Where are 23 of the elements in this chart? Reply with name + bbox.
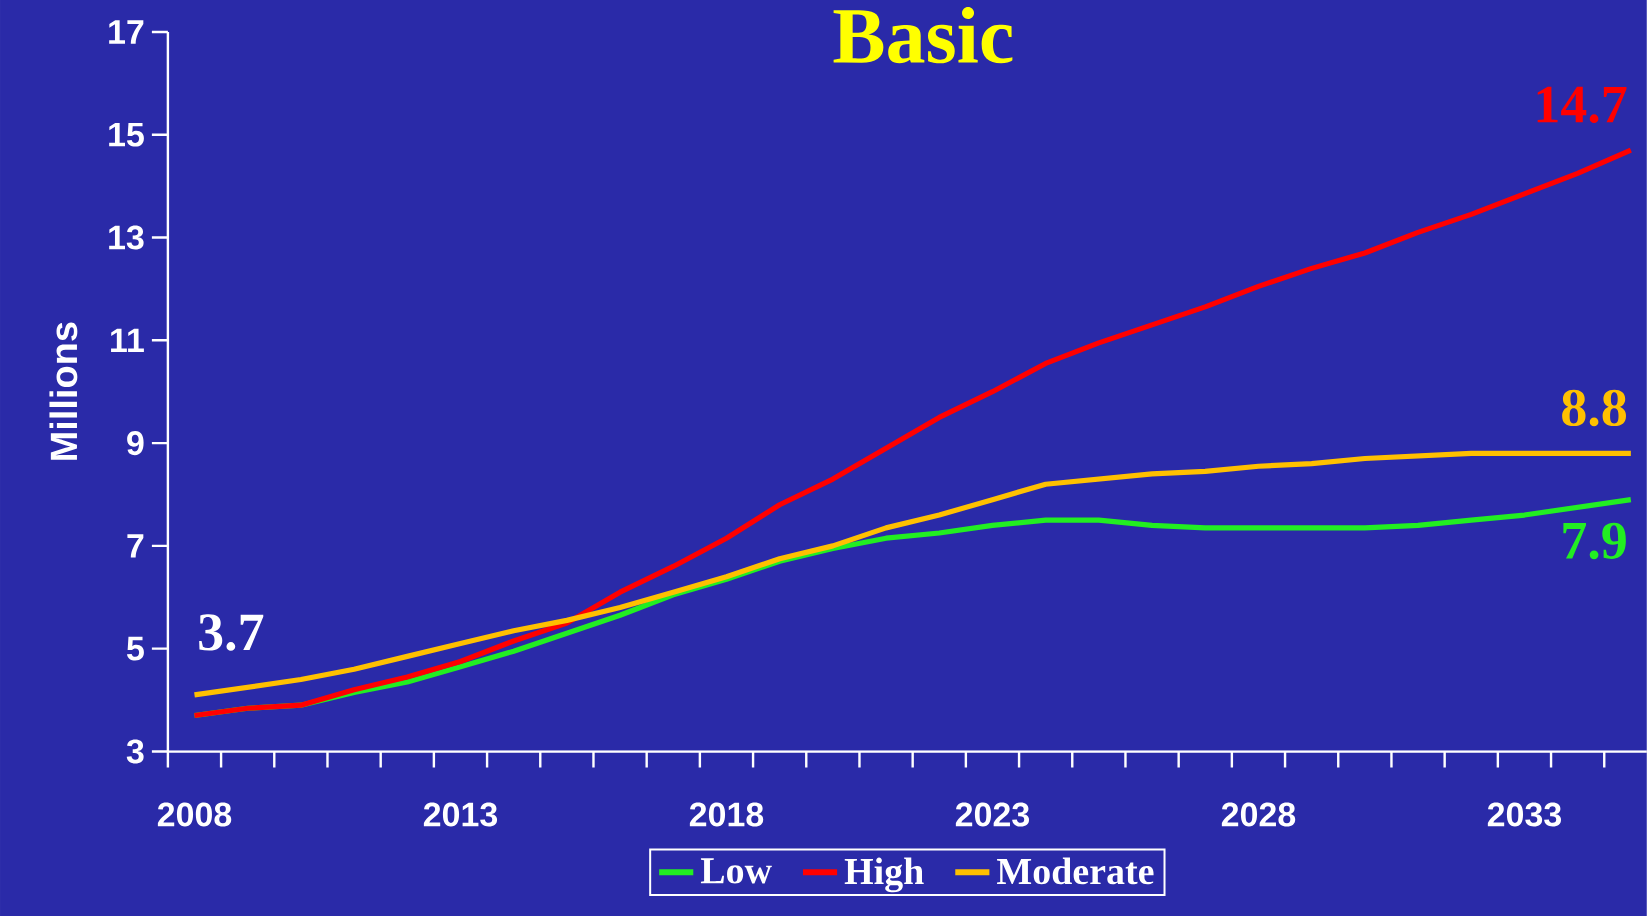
y-tick-label: 11 [111, 328, 144, 352]
x-tick-label: 2008 [157, 802, 232, 827]
y-tick-label: 9 [127, 430, 144, 455]
data-label: 14.7 [1537, 86, 1627, 123]
y-tick-label: 5 [126, 636, 144, 661]
legend-label: Moderate [997, 857, 1154, 885]
x-tick-label: 2013 [423, 802, 498, 827]
chart-title: Basic [833, 6, 1013, 64]
y-tick-label: 17 [109, 20, 144, 44]
y-tick-label: 15 [109, 122, 144, 147]
annotation: 3.7 [199, 614, 264, 651]
y-tick-label: 7 [127, 534, 144, 558]
x-tick-label: 2033 [1487, 802, 1562, 827]
legend-label: Low [700, 858, 772, 884]
x-tick-label: 2028 [1221, 802, 1296, 827]
y-tick-label: 13 [109, 225, 144, 250]
x-tick-label: 2023 [955, 802, 1030, 827]
x-tick-label: 2018 [689, 802, 764, 827]
y-axis-title: Millions [49, 322, 78, 460]
data-label: 7.9 [1563, 522, 1626, 560]
data-label: 8.8 [1562, 389, 1626, 427]
y-tick-label: 3 [126, 739, 144, 764]
legend-label: High [844, 857, 924, 893]
